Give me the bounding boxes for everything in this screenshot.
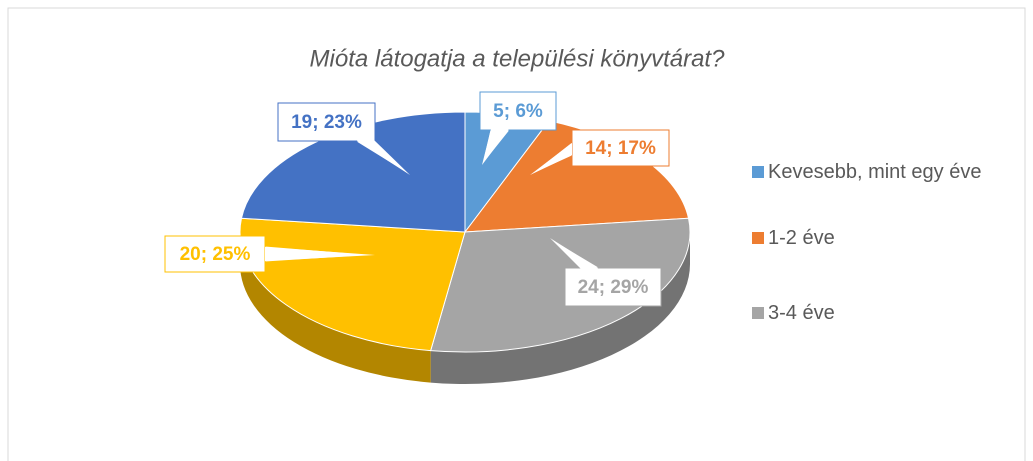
legend-entry: Kevesebb, mint egy éve	[752, 156, 1018, 188]
pie-slice	[240, 111, 466, 233]
pie-slice	[430, 217, 691, 353]
pie-sides	[240, 232, 690, 384]
data-label: 14; 17%	[585, 138, 656, 159]
chart-title: Mióta látogatja a települési könyvtárat?	[310, 45, 726, 72]
callout-join	[550, 238, 599, 269]
data-label: 20; 25%	[180, 244, 251, 265]
callout-box	[564, 267, 662, 307]
legend-entry: 1-2 éve	[752, 222, 1018, 254]
legend-label: 1-2 éve	[768, 227, 835, 249]
data-label: 24; 29%	[578, 277, 649, 298]
legend-swatch	[752, 166, 764, 178]
callout-join	[482, 129, 509, 165]
callout-box	[479, 91, 557, 131]
legend-entry: 3-4 éve	[752, 297, 1018, 329]
callout-join	[356, 140, 410, 175]
legend-swatch	[752, 307, 764, 319]
legend-swatch	[752, 232, 764, 244]
callout-box	[277, 102, 376, 142]
legend-label: 3-4 éve	[768, 302, 835, 324]
pie-side	[240, 232, 431, 383]
pie-side	[430, 232, 690, 384]
callout-join	[530, 143, 572, 175]
callout-join	[265, 247, 375, 261]
legend-label: Kevesebb, mint egy éve	[768, 161, 982, 183]
data-label: 5; 6%	[493, 101, 543, 122]
callout-box	[571, 129, 670, 167]
data-label: 19; 23%	[291, 112, 362, 133]
